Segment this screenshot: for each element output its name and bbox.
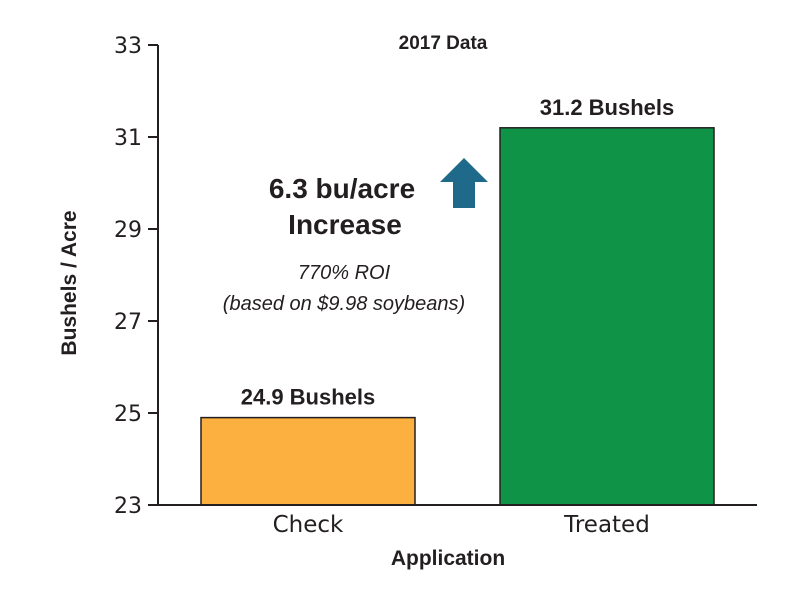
y-tick-label: 23 <box>114 494 142 519</box>
y-tick-label: 27 <box>114 310 142 335</box>
x-category-treated: Treated <box>563 512 650 538</box>
y-axis-label: Bushels / Acre <box>58 210 81 355</box>
y-tick-label: 33 <box>114 34 142 59</box>
data-label-treated: 31.2 Bushels <box>540 95 675 120</box>
increase-amount: 6.3 bu/acre <box>269 173 415 204</box>
bar-treated <box>499 127 715 506</box>
data-label-check: 24.9 Bushels <box>241 385 376 410</box>
roi-basis: (based on $9.98 soybeans) <box>223 293 465 315</box>
data-labels: 24.9 Bushels 31.2 Bushels <box>241 95 675 410</box>
bars <box>200 127 715 506</box>
y-axis-ticks: 23 25 27 29 31 33 <box>114 34 158 519</box>
bar-check <box>200 416 416 506</box>
x-category-check: Check <box>273 512 344 538</box>
up-arrow-icon <box>440 158 488 208</box>
y-tick-label: 25 <box>114 402 142 427</box>
increase-label: Increase <box>288 209 402 240</box>
y-tick-label: 29 <box>114 218 142 243</box>
x-axis-label: Application <box>391 547 505 570</box>
chart-title: 2017 Data <box>399 33 488 54</box>
roi-value: 770% ROI <box>298 262 391 284</box>
y-tick-label: 31 <box>114 126 142 151</box>
x-axis-categories: Check Treated <box>273 512 650 538</box>
